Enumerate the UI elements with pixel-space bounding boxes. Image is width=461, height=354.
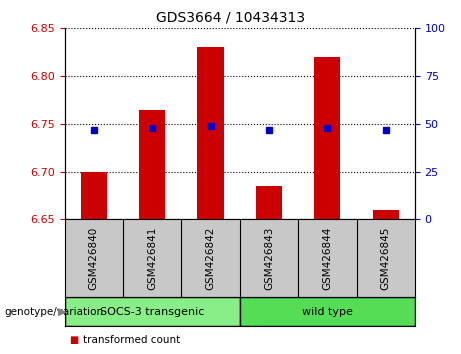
Text: transformed count: transformed count (83, 335, 180, 345)
Text: GSM426844: GSM426844 (322, 227, 332, 290)
Text: GSM426840: GSM426840 (89, 227, 99, 290)
Text: GSM426843: GSM426843 (264, 227, 274, 290)
Bar (139, 110, 165, 219)
Text: GSM426841: GSM426841 (147, 227, 157, 290)
Text: wild type: wild type (302, 307, 353, 316)
Text: genotype/variation: genotype/variation (5, 307, 104, 316)
Text: GSM426845: GSM426845 (381, 227, 391, 290)
Bar (81, 172, 107, 219)
Text: ■: ■ (69, 335, 78, 345)
Text: ▶: ▶ (58, 307, 66, 316)
Bar (65, 297, 240, 326)
Bar (372, 210, 399, 219)
Bar (197, 47, 224, 219)
Text: SOCS-3 transgenic: SOCS-3 transgenic (100, 307, 204, 316)
Bar (314, 57, 340, 219)
Text: GDS3664 / 10434313: GDS3664 / 10434313 (156, 11, 305, 25)
Bar (240, 297, 415, 326)
Text: GSM426842: GSM426842 (206, 227, 216, 290)
Bar (256, 186, 282, 219)
